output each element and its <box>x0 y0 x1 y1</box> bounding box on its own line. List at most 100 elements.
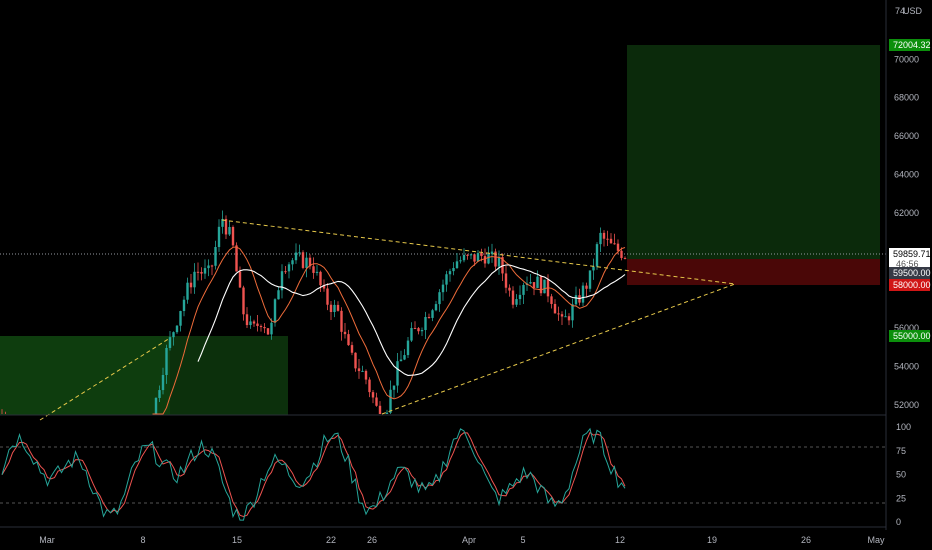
candle <box>434 300 438 312</box>
left-long-zone-dark <box>170 336 288 415</box>
candle <box>595 242 599 270</box>
candle <box>270 318 273 340</box>
candle <box>256 314 259 332</box>
stochastic-k-line <box>1 427 626 521</box>
target-price-tag: 72004.32 <box>889 39 931 51</box>
candle <box>221 210 224 234</box>
candle <box>326 283 329 311</box>
candle <box>494 248 497 271</box>
candle <box>483 248 487 268</box>
candle <box>210 264 214 276</box>
candle <box>319 270 322 293</box>
candle <box>550 293 553 309</box>
candle <box>445 270 448 292</box>
candle <box>354 352 357 372</box>
candle <box>585 282 588 298</box>
candle <box>189 274 193 294</box>
time-axis-label: May <box>867 535 885 545</box>
candle <box>333 299 336 318</box>
target-profit-zone[interactable] <box>627 45 880 259</box>
candle <box>263 323 266 334</box>
current-price-text: 59859.71 <box>893 249 931 259</box>
candle <box>252 319 256 327</box>
candle <box>497 250 501 275</box>
price-tick-label: 56000 <box>894 323 919 333</box>
oscillator-tick-label: 25 <box>896 493 906 503</box>
candle <box>599 227 602 252</box>
candle <box>172 331 175 346</box>
candle <box>539 274 543 297</box>
candle <box>277 286 280 300</box>
candle <box>287 262 291 279</box>
price-tick-label: 62000 <box>894 208 919 218</box>
candle <box>165 344 168 384</box>
price-tick-label: 52000 <box>894 400 919 410</box>
candle <box>392 385 396 398</box>
candle <box>228 220 231 236</box>
time-axis-label: 15 <box>232 535 242 545</box>
candle <box>186 277 189 304</box>
price-tick-label: 70000 <box>894 54 919 64</box>
candle <box>438 289 441 312</box>
candle <box>347 329 350 346</box>
stop-price-tag: 58000.00 <box>889 279 931 291</box>
candle <box>417 326 420 335</box>
candle <box>455 253 459 270</box>
candle <box>578 288 581 306</box>
candle <box>357 358 361 379</box>
price-tick-label: 66000 <box>894 131 919 141</box>
candle <box>462 248 466 263</box>
candle <box>399 350 403 362</box>
upper-trendline[interactable] <box>221 219 736 285</box>
price-tick-label: 64000 <box>894 170 919 180</box>
candle <box>560 311 564 325</box>
candle <box>385 409 389 414</box>
candle <box>193 263 196 294</box>
oscillator-tick-label: 75 <box>896 446 906 456</box>
time-axis-label: 22 <box>326 535 336 545</box>
candle <box>182 296 186 317</box>
candle <box>427 313 431 319</box>
time-axis-label: 5 <box>520 535 525 545</box>
left-trendline[interactable] <box>39 337 171 421</box>
candle <box>424 311 427 340</box>
time-axis: Mar 8 15 22 26 Apr 5 12 19 26 May <box>39 535 885 545</box>
lower-trendline[interactable] <box>381 283 736 415</box>
candle <box>571 298 574 328</box>
target-price-text: 72004.32 <box>893 40 931 50</box>
candle <box>522 282 525 304</box>
candle <box>245 307 249 328</box>
candle <box>487 246 490 265</box>
candle <box>476 249 480 262</box>
candle <box>431 308 434 322</box>
candle <box>567 313 571 326</box>
candle <box>340 307 343 341</box>
candle <box>557 306 560 321</box>
candle <box>459 256 462 264</box>
time-axis-label: 19 <box>707 535 717 545</box>
candlestick-series <box>1 210 627 414</box>
time-axis-label: Apr <box>462 535 476 545</box>
candle <box>224 215 228 239</box>
candle <box>242 285 245 321</box>
candle <box>371 390 375 404</box>
entry-price-tag: 59500.00 <box>889 267 931 279</box>
candle <box>403 349 406 361</box>
candle <box>441 279 445 301</box>
candle <box>284 266 287 275</box>
candle <box>161 367 165 395</box>
candle <box>574 286 578 307</box>
candle <box>410 322 413 342</box>
candle <box>413 321 417 330</box>
candle <box>259 324 263 332</box>
stop-loss-zone[interactable] <box>627 259 880 285</box>
candle <box>620 247 623 261</box>
candle <box>305 252 308 278</box>
candle <box>214 240 217 270</box>
candle <box>606 230 609 246</box>
candle <box>361 365 364 372</box>
candle <box>315 265 319 276</box>
candle <box>308 254 312 270</box>
candle <box>543 279 546 294</box>
